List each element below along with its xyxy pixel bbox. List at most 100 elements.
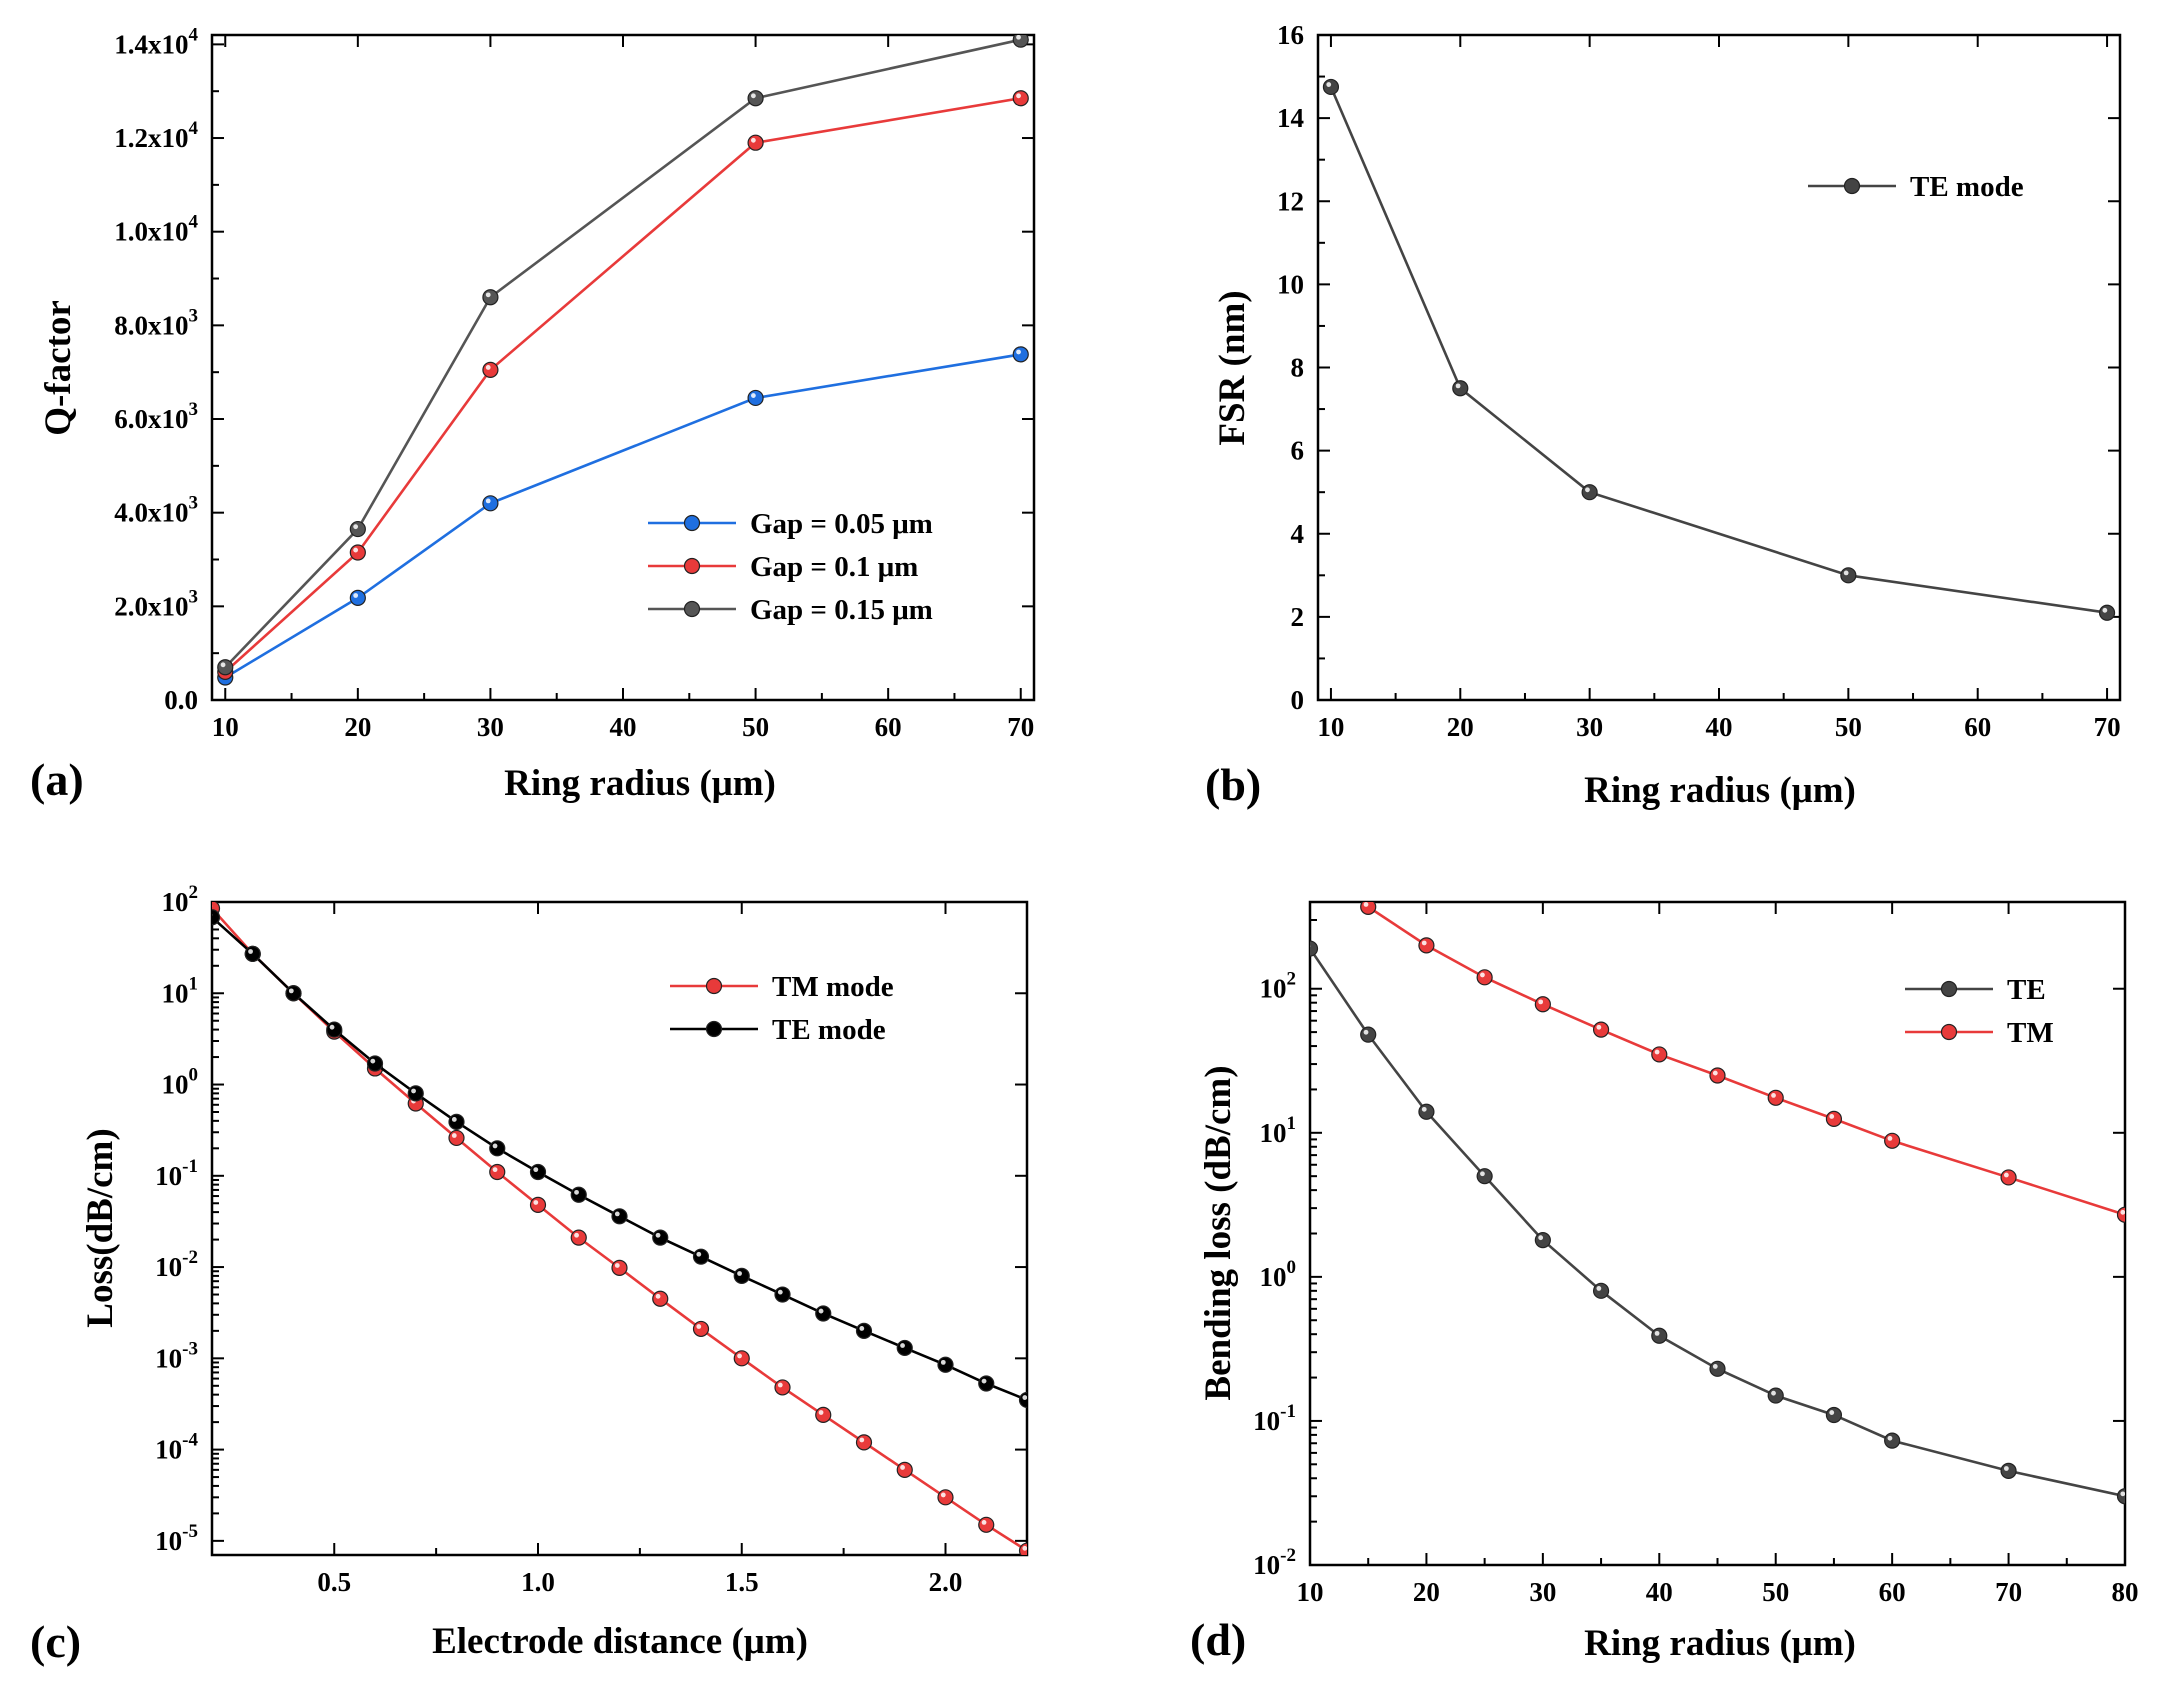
y-tick-label: 8.0x103 (114, 305, 198, 340)
legend-label: TM mode (772, 971, 894, 1003)
data-point-highlight (492, 1143, 498, 1149)
data-point (733, 1267, 750, 1285)
series-TE mode (212, 909, 1027, 1409)
data-point-highlight (859, 1437, 865, 1443)
data-point (326, 1021, 343, 1038)
data-point-highlight (1771, 1092, 1776, 1098)
data-point (1012, 90, 1029, 107)
y-tick-base: 10 (162, 1070, 189, 1100)
chart-panel-c: 0.5 1.0 1.5 2.010-510-410-310-210-110010110… (30, 882, 1029, 1667)
x-axis-title: Ring radius (μm) (504, 763, 776, 804)
x-tick-label: 10 (212, 712, 239, 742)
y-tick-base: 10 (162, 887, 189, 917)
y-tick-exponent: 4 (189, 212, 199, 233)
data-point (529, 1196, 547, 1213)
x-tick-label: 70 (1995, 1577, 2022, 1607)
x-tick-label: 60 (1964, 712, 1991, 742)
data-point (1018, 1391, 1027, 1409)
data-point (1651, 1327, 1668, 1344)
y-ticks (212, 43, 1034, 701)
y-tick-base: 10 (1260, 1262, 1287, 1292)
data-point (978, 1516, 995, 1533)
data-point (2000, 1169, 2017, 1186)
y-axis-title: FSR (nm) (1212, 290, 1253, 445)
data-point (482, 495, 499, 512)
y-tick-exponent: 0 (1287, 1257, 1297, 1278)
x-tick-label: 70 (1007, 712, 1034, 742)
x-tick-label: 20 (1413, 1577, 1440, 1607)
series-TE (1310, 940, 2125, 1505)
x-tick-label: 1.0 (521, 1567, 555, 1597)
data-point (349, 589, 366, 607)
data-point (482, 289, 499, 306)
data-point (747, 90, 764, 107)
data-point-highlight (574, 1232, 579, 1238)
data-point (1534, 1231, 1551, 1249)
data-point (2116, 1206, 2125, 1223)
data-point (244, 945, 261, 962)
legend-marker (683, 600, 701, 618)
y-tick-base: 10 (1277, 269, 1304, 299)
data-point-highlight (1455, 383, 1461, 389)
data-point-highlight (981, 1378, 987, 1384)
y-tick-label: 1.0x104 (114, 212, 198, 247)
y-tick-base: 1.2x10 (114, 123, 188, 153)
x-ticks (1329, 35, 2109, 700)
data-point (349, 520, 366, 538)
data-point (1322, 78, 1340, 96)
y-tick-base: 4.0x10 (114, 498, 188, 528)
data-point-highlight (248, 949, 253, 954)
data-point (978, 1375, 995, 1392)
data-point (855, 1434, 873, 1451)
data-point (611, 1208, 628, 1225)
y-tick-exponent: 0 (189, 1065, 199, 1086)
data-point (1884, 1432, 1901, 1449)
data-point-highlight (1016, 93, 1021, 99)
data-point-highlight (1480, 972, 1485, 978)
y-tick-label: 10 (1277, 269, 1304, 299)
data-point-highlight (614, 1263, 620, 1268)
data-point (855, 1322, 873, 1339)
y-tick-base: 0 (1291, 685, 1305, 715)
data-point (448, 1113, 465, 1130)
data-point-highlight (1538, 1235, 1544, 1241)
y-tick-label: 102 (162, 882, 199, 917)
x-axis-title: Ring radius (μm) (1584, 1623, 1856, 1664)
data-point-highlight (900, 1465, 905, 1470)
data-point-highlight (353, 593, 359, 598)
data-point-highlight (1326, 82, 1332, 87)
data-point (1360, 1026, 1377, 1043)
data-point-highlight (1829, 1114, 1835, 1119)
series-Gap = 0.05 μm (217, 346, 1029, 686)
y-tick-label: 12 (1277, 186, 1304, 216)
panel-label: (a) (30, 754, 84, 805)
data-point (1592, 1282, 1610, 1299)
data-point-highlight (1771, 1390, 1776, 1396)
legend: TE mode (1808, 171, 2024, 203)
data-point-highlight (411, 1088, 416, 1094)
data-point-highlight (1363, 1029, 1369, 1035)
data-point-highlight (655, 1293, 661, 1299)
y-tick-exponent: 2 (1287, 969, 1297, 990)
data-point-highlight (859, 1326, 865, 1331)
y-tick-label: 16 (1277, 20, 1304, 50)
x-tick-label: 2.0 (929, 1567, 963, 1597)
y-tick-label: 6.0x103 (114, 399, 198, 434)
y-tick-label: 2.0x103 (114, 586, 198, 621)
data-point-highlight (1421, 1106, 1427, 1112)
data-point (937, 1489, 954, 1506)
chart-panel-a: 10 20 30 40 50 60 700.02.0x1034.0x1036.0x1038.… (30, 24, 1036, 805)
data-point-highlight (1022, 1395, 1027, 1400)
data-point (349, 544, 366, 561)
data-point (815, 1406, 832, 1423)
x-tick-label: 30 (477, 712, 504, 742)
data-point (1012, 346, 1029, 363)
data-point (774, 1286, 791, 1303)
data-point (747, 389, 764, 407)
y-tick-base: 2.0x10 (114, 591, 188, 621)
y-tick-label: 10-2 (1253, 1545, 1296, 1580)
y-tick-base: 2 (1291, 602, 1305, 632)
data-point-highlight (750, 93, 756, 99)
y-tick-label: 14 (1277, 103, 1304, 133)
data-point (692, 1320, 710, 1338)
